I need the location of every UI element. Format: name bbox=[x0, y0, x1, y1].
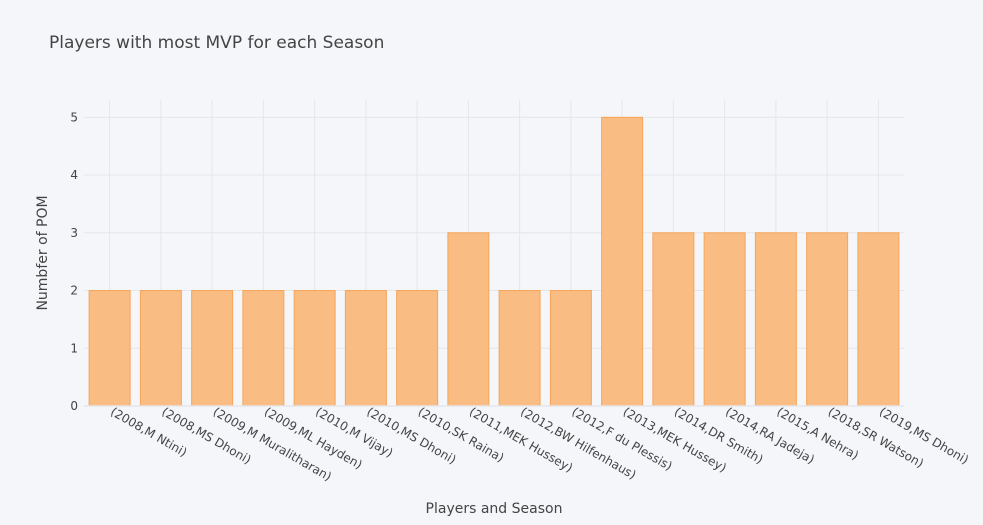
y-tick-label: 3 bbox=[70, 226, 78, 240]
bar bbox=[447, 232, 490, 407]
x-tick-label: (2008,MS Dhoni) bbox=[159, 404, 253, 466]
y-axis-title: Numbfer of POM bbox=[35, 195, 51, 310]
x-tick-label: (2014,RA Jadeja) bbox=[723, 404, 817, 466]
bar bbox=[396, 290, 439, 407]
bar bbox=[498, 290, 541, 407]
x-tick-label: (2010,SK Raina) bbox=[416, 404, 507, 464]
bar bbox=[652, 232, 695, 407]
bar bbox=[754, 232, 797, 407]
y-tick-label: 4 bbox=[70, 168, 78, 182]
y-tick-label: 0 bbox=[70, 399, 78, 413]
bar bbox=[242, 290, 285, 407]
y-tick-label: 5 bbox=[70, 110, 78, 124]
bar bbox=[806, 232, 849, 407]
bar bbox=[857, 232, 900, 407]
x-tick-label: (2018,SR Watson) bbox=[826, 404, 926, 470]
bar bbox=[191, 290, 234, 407]
x-tick-label: (2010,MS Dhoni) bbox=[364, 404, 458, 466]
bar bbox=[601, 116, 644, 407]
bar bbox=[88, 290, 131, 407]
x-axis-title: Players and Season bbox=[426, 501, 563, 517]
y-tick-label: 2 bbox=[70, 284, 78, 298]
bar bbox=[549, 290, 592, 407]
bar bbox=[344, 290, 387, 407]
chart-title: Players with most MVP for each Season bbox=[49, 33, 385, 53]
bar bbox=[293, 290, 336, 407]
y-tick-label: 1 bbox=[70, 341, 78, 355]
bar bbox=[139, 290, 182, 407]
bar bbox=[703, 232, 746, 407]
